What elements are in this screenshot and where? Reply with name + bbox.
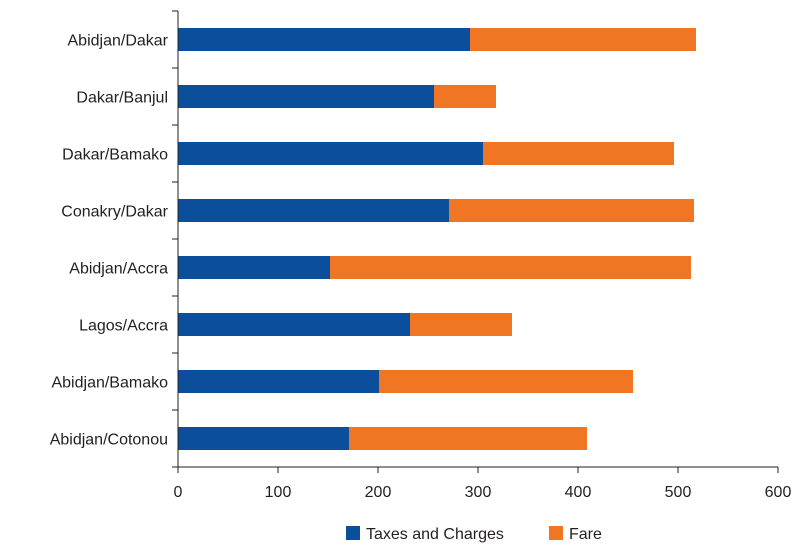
- bar-taxes-2: [178, 142, 483, 165]
- bars-group: [178, 28, 696, 450]
- bar-taxes-3: [178, 199, 449, 222]
- category-label: Abidjan/Accra: [69, 261, 168, 278]
- bar-fare-4: [330, 256, 691, 279]
- x-tick-label: 300: [465, 484, 492, 501]
- axes-group: [177, 11, 778, 468]
- bar-fare-3: [449, 199, 694, 222]
- bar-fare-1: [434, 85, 496, 108]
- legend: Taxes and Charges Fare: [346, 526, 602, 543]
- x-tick-label: 600: [765, 484, 792, 501]
- x-tick-label: 200: [365, 484, 392, 501]
- bar-fare-2: [483, 142, 674, 165]
- category-label: Abidjan/Bamako: [51, 375, 168, 392]
- category-label: Lagos/Accra: [79, 318, 168, 335]
- bar-taxes-5: [178, 313, 410, 336]
- x-tick-label: 500: [665, 484, 692, 501]
- bar-fare-6: [379, 370, 633, 393]
- bar-fare-5: [410, 313, 512, 336]
- bar-taxes-7: [178, 427, 349, 450]
- legend-swatch-taxes: [346, 526, 360, 540]
- category-label: Abidjan/Dakar: [68, 33, 169, 50]
- x-tick-label: 400: [565, 484, 592, 501]
- legend-label-taxes: Taxes and Charges: [366, 526, 504, 543]
- bar-fare-7: [349, 427, 587, 450]
- bar-taxes-0: [178, 28, 470, 51]
- x-tick-label: 0: [174, 484, 183, 501]
- category-label: Conakry/Dakar: [61, 204, 168, 221]
- bar-fare-0: [470, 28, 696, 51]
- category-label: Abidjan/Cotonou: [50, 432, 168, 449]
- legend-label-fare: Fare: [569, 526, 602, 543]
- x-ticks-group: 0 100 200 300 400 500 600: [174, 467, 792, 501]
- legend-swatch-fare: [549, 526, 563, 540]
- bar-taxes-4: [178, 256, 330, 279]
- category-label: Dakar/Bamako: [62, 147, 168, 164]
- bar-taxes-6: [178, 370, 379, 393]
- category-label: Dakar/Banjul: [76, 90, 168, 107]
- x-tick-label: 100: [265, 484, 292, 501]
- y-ticks-group: Abidjan/Dakar Dakar/Banjul Dakar/Bamako Con…: [50, 10, 178, 468]
- bar-taxes-1: [178, 85, 434, 108]
